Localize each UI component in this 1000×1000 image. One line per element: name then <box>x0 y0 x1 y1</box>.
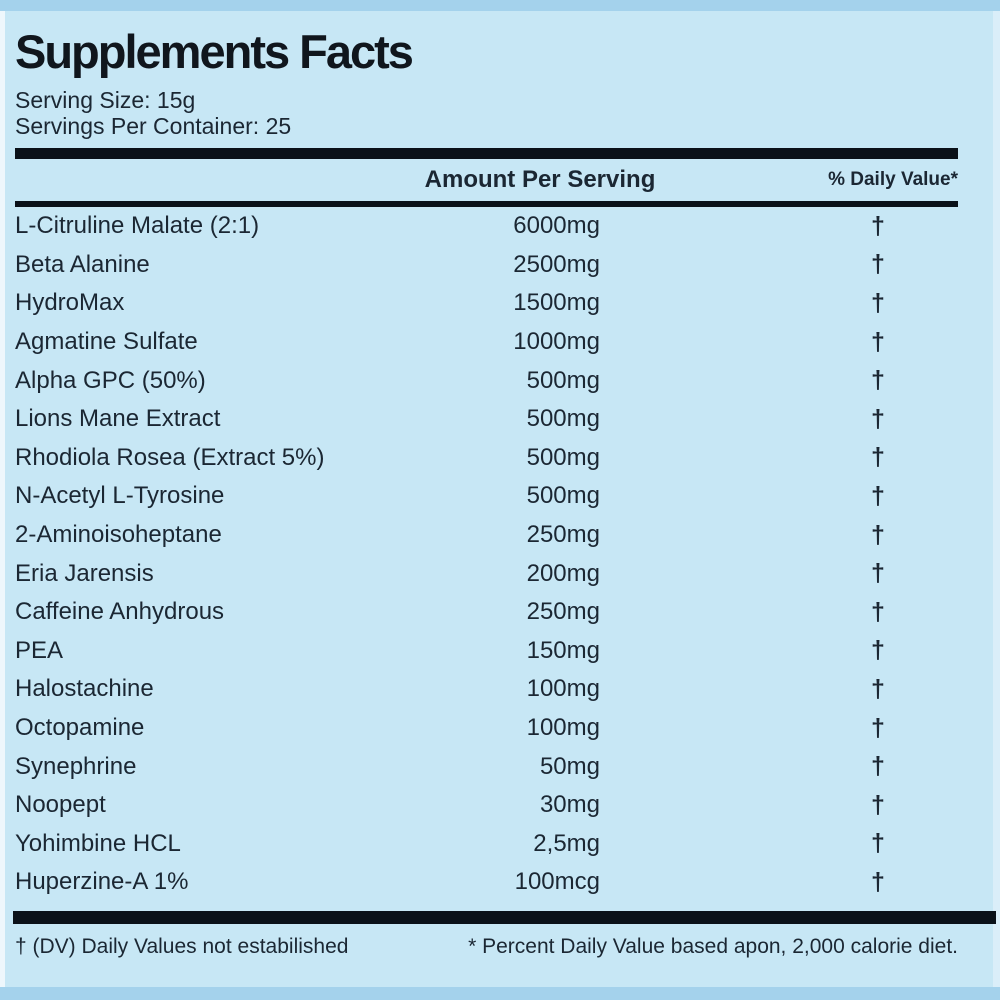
label-content: Supplements Facts Serving Size: 15g Serv… <box>13 25 996 970</box>
daily-value-mark: † <box>871 211 885 240</box>
table-row: Eria Jarensis 200mg † <box>15 554 958 593</box>
amount-per-serving-header: Amount Per Serving <box>424 166 656 193</box>
daily-value-mark: † <box>871 829 885 858</box>
daily-value-mark: † <box>871 636 885 665</box>
table-row: Beta Alanine 2500mg † <box>15 246 958 285</box>
ingredient-amount: 30mg <box>539 791 600 819</box>
daily-value-mark: † <box>871 443 885 472</box>
table-row: HydroMax 1500mg † <box>15 284 958 323</box>
daily-value-mark: † <box>871 713 885 742</box>
ingredient-name: 2-Aminoisoheptane <box>15 521 222 549</box>
ingredient-name: Agmatine Sulfate <box>15 328 198 356</box>
ingredient-amount: 250mg <box>526 521 600 549</box>
percent-footnote: * Percent Daily Value based apon, 2,000 … <box>468 934 958 958</box>
ingredient-amount: 2500mg <box>513 250 600 278</box>
ingredient-name: HydroMax <box>15 289 125 317</box>
ingredient-amount: 100mg <box>526 714 600 742</box>
right-edge-strip <box>993 11 1000 987</box>
table-row: Rhodiola Rosea (Extract 5%) 500mg † <box>15 439 958 478</box>
top-edge-strip <box>0 0 1000 11</box>
ingredient-amount: 100mg <box>526 675 600 703</box>
daily-value-mark: † <box>871 250 885 279</box>
serving-size: Serving Size: 15g <box>15 87 196 113</box>
table-row: Caffeine Anhydrous 250mg † <box>15 593 958 632</box>
servings-per-container: Servings Per Container: 25 <box>15 113 292 139</box>
ingredient-amount: 100mcg <box>514 868 600 896</box>
column-header-row: Amount Per Serving % Daily Value* <box>15 159 958 201</box>
ingredient-amount: 1500mg <box>513 289 600 317</box>
daily-value-mark: † <box>871 288 885 317</box>
ingredient-name: N-Acetyl L-Tyrosine <box>15 482 225 510</box>
thick-divider-top <box>15 148 958 159</box>
ingredient-name: Huperzine-A 1% <box>15 868 189 896</box>
ingredient-name: Octopamine <box>15 714 145 742</box>
ingredient-name: Alpha GPC (50%) <box>15 366 206 394</box>
table-row: Octopamine 100mg † <box>15 709 958 748</box>
ingredient-amount: 2,5mg <box>533 829 600 857</box>
table-row: N-Acetyl L-Tyrosine 500mg † <box>15 477 958 516</box>
table-row: Alpha GPC (50%) 500mg † <box>15 361 958 400</box>
ingredient-amount: 1000mg <box>513 328 600 356</box>
label-title: Supplements Facts <box>15 25 414 78</box>
ingredient-name: Caffeine Anhydrous <box>15 598 225 626</box>
footnote-row: † (DV) Daily Values not estabilished * P… <box>15 924 958 970</box>
ingredient-amount: 200mg <box>526 559 600 587</box>
daily-value-mark: † <box>871 481 885 510</box>
daily-value-mark: † <box>871 752 885 781</box>
ingredient-name: Eria Jarensis <box>15 559 154 587</box>
table-row: Yohimbine HCL 2,5mg † <box>15 825 958 864</box>
bottom-edge-strip <box>0 987 1000 1000</box>
ingredient-amount: 6000mg <box>513 212 600 240</box>
table-row: 2-Aminoisoheptane 250mg † <box>15 516 958 555</box>
left-edge-strip <box>0 11 5 987</box>
ingredient-amount: 500mg <box>526 366 600 394</box>
table-row: Lions Mane Extract 500mg † <box>15 400 958 439</box>
ingredient-name: Yohimbine HCL <box>15 829 181 857</box>
thick-divider-bottom <box>13 910 996 924</box>
ingredient-amount: 500mg <box>526 482 600 510</box>
daily-value-mark: † <box>871 597 885 626</box>
ingredients-table-body: L-Citruline Malate (2:1) 6000mg † Beta A… <box>15 207 958 902</box>
daily-value-mark: † <box>871 790 885 819</box>
daily-value-footnote: † (DV) Daily Values not estabilished <box>15 934 349 958</box>
ingredient-amount: 500mg <box>526 405 600 433</box>
ingredient-name: Rhodiola Rosea (Extract 5%) <box>15 443 325 471</box>
daily-value-mark: † <box>871 520 885 549</box>
ingredient-amount: 500mg <box>526 443 600 471</box>
ingredient-name: PEA <box>15 636 64 664</box>
ingredient-name: Noopept <box>15 791 106 819</box>
ingredient-name: Halostachine <box>15 675 154 703</box>
ingredient-name: Beta Alanine <box>15 250 150 278</box>
table-row: Halostachine 100mg † <box>15 670 958 709</box>
ingredient-amount: 150mg <box>526 636 600 664</box>
table-row: L-Citruline Malate (2:1) 6000mg † <box>15 207 958 246</box>
ingredient-name: Synephrine <box>15 752 137 780</box>
ingredient-name: L-Citruline Malate (2:1) <box>15 212 260 240</box>
daily-value-header: % Daily Value* <box>828 169 958 190</box>
ingredient-amount: 250mg <box>526 598 600 626</box>
table-row: Noopept 30mg † <box>15 786 958 825</box>
daily-value-mark: † <box>871 404 885 433</box>
daily-value-mark: † <box>871 559 885 588</box>
header-divider <box>15 201 958 207</box>
table-row: Agmatine Sulfate 1000mg † <box>15 323 958 362</box>
daily-value-mark: † <box>871 674 885 703</box>
daily-value-mark: † <box>871 327 885 356</box>
ingredient-amount: 50mg <box>539 752 600 780</box>
table-row: Huperzine-A 1% 100mcg † <box>15 863 958 902</box>
daily-value-mark: † <box>871 867 885 896</box>
table-row: Synephrine 50mg † <box>15 747 958 786</box>
ingredient-name: Lions Mane Extract <box>15 405 221 433</box>
table-row: PEA 150mg † <box>15 632 958 671</box>
daily-value-mark: † <box>871 366 885 395</box>
